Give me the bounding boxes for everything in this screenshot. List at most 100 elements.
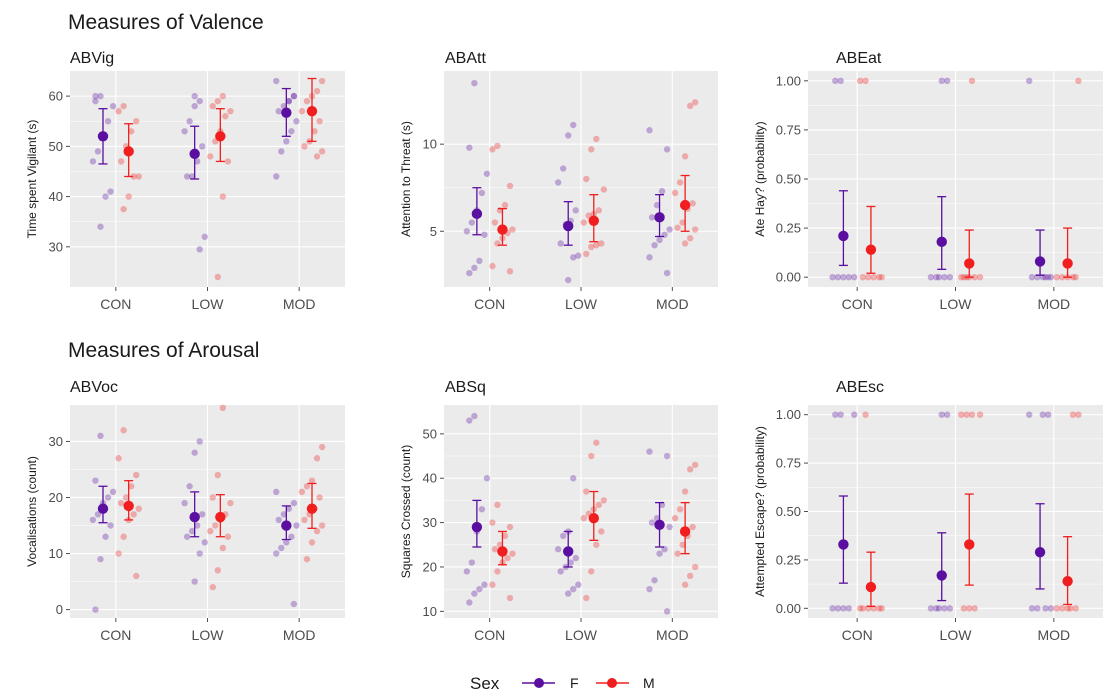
data-point-f <box>293 118 300 125</box>
data-point-m <box>862 411 869 418</box>
data-point-f <box>651 577 658 584</box>
mean-point-m <box>306 105 318 117</box>
data-point-f <box>201 539 208 546</box>
data-point-m <box>318 443 326 451</box>
data-point-f <box>107 188 114 195</box>
data-point-m <box>214 273 222 281</box>
legend-f-label: F <box>570 675 579 691</box>
panel-title: ABEat <box>836 50 882 67</box>
data-point-m <box>1058 273 1066 281</box>
data-point-f <box>927 273 935 281</box>
data-point-m <box>963 411 970 418</box>
mean-point-m <box>1062 258 1073 269</box>
panel-title: ABVoc <box>70 379 118 396</box>
data-point-f <box>283 138 290 145</box>
data-point-m <box>133 118 140 125</box>
mean-point-f <box>281 520 292 531</box>
data-point-m <box>301 143 308 150</box>
data-point-f <box>471 264 478 272</box>
data-point-f <box>104 494 112 501</box>
data-point-f <box>1039 411 1046 418</box>
data-point-m <box>976 273 984 281</box>
data-point-f <box>656 236 663 244</box>
data-point-m <box>870 273 877 281</box>
data-point-m <box>971 605 978 612</box>
data-point-m <box>856 77 864 85</box>
data-point-f <box>196 550 203 557</box>
data-point-m <box>1075 411 1082 418</box>
mean-point-f <box>936 570 947 581</box>
data-point-m <box>681 240 689 247</box>
data-point-f <box>186 118 193 125</box>
data-point-m <box>207 153 214 160</box>
data-point-f <box>181 499 188 507</box>
section-title-valence: Measures of Valence <box>68 11 264 34</box>
data-point-m <box>219 193 227 200</box>
data-point-f <box>648 519 656 526</box>
data-point-f <box>191 92 198 100</box>
mean-point-m <box>865 581 877 593</box>
data-point-m <box>1072 273 1079 281</box>
data-point-m <box>960 605 968 612</box>
mean-point-m <box>964 539 975 550</box>
data-point-m <box>219 404 227 412</box>
y-tick-label: 10 <box>423 137 437 152</box>
data-point-m <box>509 226 516 233</box>
data-point-f <box>651 241 658 249</box>
data-point-f <box>943 77 951 85</box>
mean-point-f <box>563 546 574 557</box>
data-point-m <box>691 226 699 233</box>
data-point-f <box>466 144 473 151</box>
x-tick-label: LOW <box>940 296 973 312</box>
data-point-m <box>491 219 499 226</box>
data-point-m <box>689 523 696 531</box>
data-point-m <box>588 452 595 460</box>
data-point-f <box>196 97 203 105</box>
y-axis-label: Attention to Threat (s) <box>399 121 413 237</box>
mean-point-m <box>215 511 226 523</box>
x-tick-label: LOW <box>192 296 225 312</box>
data-point-m <box>1058 605 1066 612</box>
data-point-f <box>1028 273 1036 281</box>
data-point-m <box>878 273 885 281</box>
data-point-m <box>686 572 694 580</box>
data-point-f <box>575 252 582 259</box>
mean-point-m <box>588 215 599 227</box>
data-point-f <box>1042 605 1049 612</box>
data-point-m <box>316 494 323 501</box>
data-point-f <box>851 411 858 418</box>
data-point-f <box>829 605 836 612</box>
x-tick-label: CON <box>842 627 873 643</box>
mean-point-f <box>97 131 109 142</box>
data-point-f <box>293 522 300 529</box>
data-point-f <box>559 532 567 540</box>
data-point-f <box>107 522 114 529</box>
data-point-m <box>207 527 214 535</box>
data-point-m <box>219 544 227 552</box>
data-point-f <box>845 605 853 612</box>
mean-point-f <box>471 521 483 533</box>
y-tick-label: 60 <box>49 89 63 104</box>
data-point-m <box>583 175 590 183</box>
data-point-m <box>681 153 689 160</box>
data-point-m <box>1069 411 1077 418</box>
data-point-m <box>303 483 311 490</box>
data-point-m <box>316 118 323 125</box>
data-point-m <box>968 411 976 418</box>
data-point-f <box>554 546 562 553</box>
data-point-m <box>676 179 684 186</box>
mean-point-f <box>1034 546 1046 558</box>
y-tick-label: 30 <box>423 515 437 530</box>
data-point-f <box>188 173 196 180</box>
y-axis-label: Vocalisations (count) <box>25 456 39 567</box>
data-point-f <box>188 527 196 535</box>
mean-point-f <box>936 236 947 248</box>
data-point-m <box>212 522 219 529</box>
data-point-m <box>122 494 130 501</box>
data-point-f <box>666 226 673 233</box>
data-point-f <box>201 233 208 240</box>
mean-point-f <box>838 539 849 550</box>
data-point-m <box>671 514 679 522</box>
data-point-m <box>491 546 499 553</box>
